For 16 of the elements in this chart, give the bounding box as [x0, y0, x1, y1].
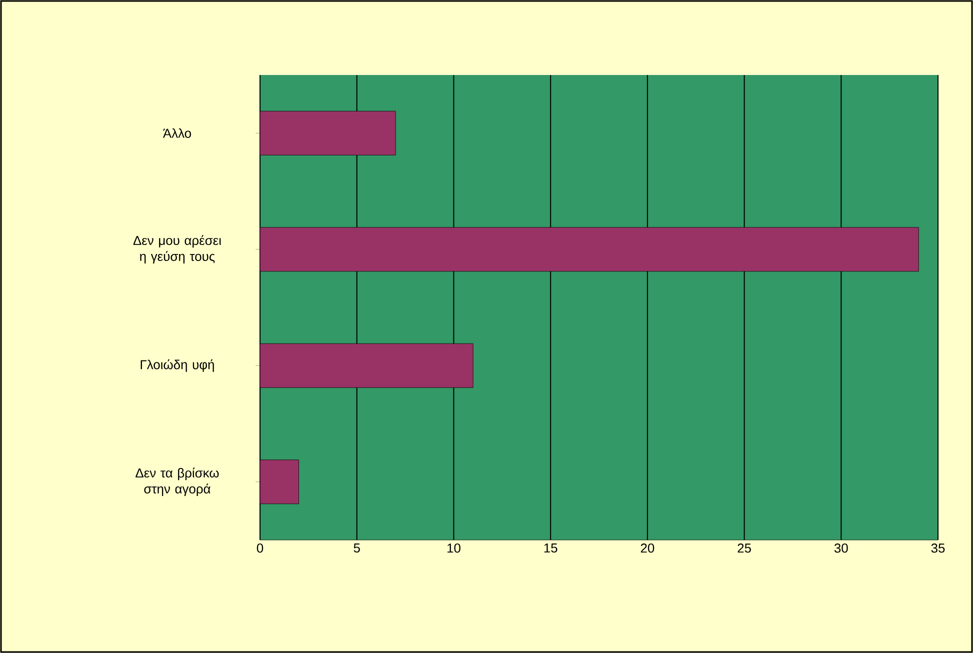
- y-tick-label: Γλοιώδη υφή: [140, 359, 214, 372]
- bar: [260, 343, 474, 388]
- x-tick-label: 10: [448, 544, 460, 553]
- bar: [260, 110, 396, 156]
- x-tick-label: 25: [738, 544, 751, 553]
- x-tick-label: 15: [544, 544, 558, 553]
- bar: [260, 460, 299, 504]
- x-tick-label: 20: [640, 544, 654, 553]
- y-tick-label: Δεν μου αρέσει η γεύση τους: [133, 235, 222, 264]
- x-tick-label: 30: [834, 544, 848, 553]
- x-tick-label: 0: [256, 544, 264, 553]
- x-tick-label: 35: [931, 544, 945, 553]
- x-tick-label: 5: [354, 544, 360, 553]
- y-tick-label: Άλλο: [162, 128, 191, 138]
- bar: [260, 227, 919, 272]
- y-tick-label: Δεν τα βρίσκω στην αγορά: [136, 468, 219, 496]
